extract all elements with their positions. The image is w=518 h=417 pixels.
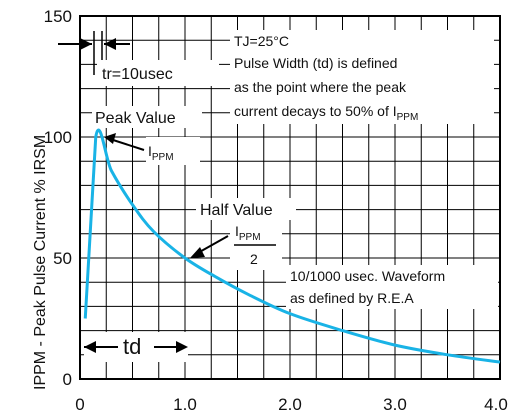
half-value-label: Half Value — [200, 202, 273, 219]
tj-text: TJ=25°C — [234, 33, 289, 49]
waveform-annotation: 10/1000 usec. Waveform as defined by R.E… — [286, 265, 498, 309]
description-annotation: TJ=25°C Pulse Width (td) is defined as t… — [230, 30, 494, 124]
x-tick-label: 0 — [75, 395, 84, 414]
peak-value-label: Peak Value — [95, 110, 176, 127]
tr-label: tr=10usec — [102, 66, 173, 83]
pw-line1: Pulse Width (td) is defined — [234, 55, 397, 71]
td-annotation: td — [84, 332, 188, 362]
y-axis-label: IPPM - Peak Pulse Current % IRSM — [32, 135, 49, 390]
tr-annotation: tr=10usec — [58, 31, 219, 86]
y-tick-label: 150 — [44, 7, 72, 26]
y-tick-label: 0 — [63, 370, 72, 389]
x-tick-label: 1.0 — [173, 395, 197, 414]
waveform-line2: as defined by R.E.A — [290, 290, 414, 306]
x-tick-labels: 0 1.0 2.0 3.0 4.0 — [75, 395, 508, 414]
y-tick-label: 50 — [53, 249, 72, 268]
waveform-line1: 10/1000 usec. Waveform — [290, 268, 445, 284]
td-label: td — [123, 334, 141, 359]
half-denominator: 2 — [250, 251, 258, 267]
x-tick-label: 4.0 — [484, 395, 508, 414]
pw-line2: as the point where the peak — [234, 79, 407, 95]
x-tick-label: 2.0 — [278, 395, 302, 414]
x-tick-label: 3.0 — [383, 395, 407, 414]
